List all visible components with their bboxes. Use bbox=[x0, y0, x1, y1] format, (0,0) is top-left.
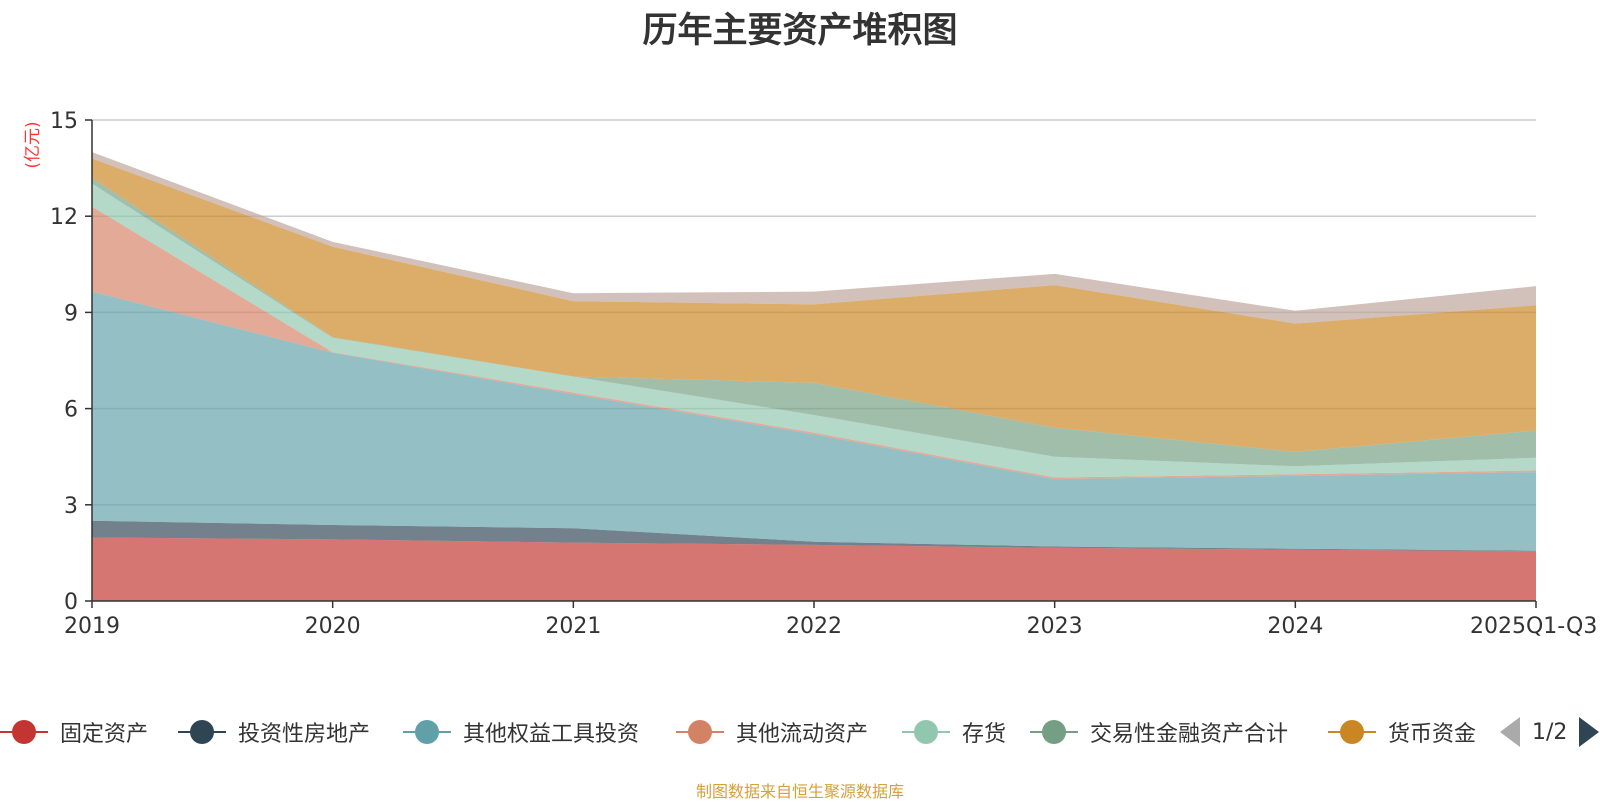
legend-label: 存货 bbox=[962, 722, 1007, 747]
y-tick-label: 12 bbox=[50, 205, 78, 230]
legend-marker-icon bbox=[178, 718, 226, 746]
x-tick-label: 2019 bbox=[64, 614, 120, 639]
y-tick-label: 15 bbox=[50, 109, 78, 134]
legend-marker-icon bbox=[1328, 718, 1376, 746]
legend-marker-icon bbox=[1030, 718, 1078, 746]
legend-label: 其他流动资产 bbox=[736, 722, 869, 747]
legend-next-page-icon[interactable] bbox=[1579, 717, 1600, 747]
legend-label: 固定资产 bbox=[60, 722, 149, 747]
legend-label: 其他权益工具投资 bbox=[463, 722, 640, 747]
x-tick-label: 2025Q1-Q3 bbox=[1470, 614, 1597, 639]
source-note: 制图数据来自恒生聚源数据库 bbox=[695, 782, 904, 801]
legend-item[interactable]: 投资性房地产 bbox=[178, 712, 370, 752]
legend-marker-icon bbox=[0, 718, 48, 746]
stacked-areas bbox=[92, 152, 1536, 601]
y-tick-label: 6 bbox=[64, 398, 78, 423]
x-tick-label: 2024 bbox=[1267, 614, 1323, 639]
legend-item[interactable]: 其他权益工具投资 bbox=[403, 712, 639, 752]
area-series-5 bbox=[92, 177, 1536, 467]
chart-title: 历年主要资产堆积图 bbox=[642, 11, 958, 51]
legend-page-indicator: 1/2 bbox=[1532, 719, 1568, 745]
y-tick-label: 0 bbox=[64, 590, 78, 615]
axes: 0 3 6 9 12 15 2019 2020 2021 2022 2023 2024 2025Q1-Q… bbox=[50, 109, 1597, 639]
legend-label: 货币资金 bbox=[1388, 722, 1477, 747]
x-tick-label: 2022 bbox=[786, 614, 842, 639]
legend-prev-page-icon[interactable] bbox=[1500, 717, 1520, 747]
legend-marker-icon bbox=[403, 718, 451, 746]
area-series-2 bbox=[92, 291, 1536, 551]
legend-item[interactable]: 交易性金融资产合计 bbox=[1030, 712, 1288, 752]
x-tick-label: 2020 bbox=[305, 614, 361, 639]
x-tick-label: 2021 bbox=[545, 614, 601, 639]
chart-area: 0 3 6 9 12 15 2019 2020 2021 2022 2023 2024 2025Q1-Q… bbox=[23, 109, 1597, 639]
area-series-4 bbox=[92, 183, 1536, 478]
legend-pager: 1/2 bbox=[1500, 712, 1600, 752]
y-axis-unit-label: (亿元) bbox=[23, 121, 43, 168]
area-series-6 bbox=[92, 158, 1536, 452]
y-tick-label: 9 bbox=[64, 301, 78, 326]
x-tick-label: 2023 bbox=[1027, 614, 1083, 639]
legend-item[interactable]: 存货 bbox=[902, 712, 1006, 752]
legend-marker-icon bbox=[902, 718, 950, 746]
legend-item[interactable]: 其他流动资产 bbox=[676, 712, 868, 752]
area-series-0 bbox=[92, 537, 1536, 601]
legend-marker-icon bbox=[676, 718, 724, 746]
legend-item[interactable]: 固定资产 bbox=[0, 712, 148, 752]
y-tick-label: 3 bbox=[64, 494, 78, 519]
area-series-1 bbox=[92, 520, 1536, 552]
area-series-7 bbox=[92, 152, 1536, 324]
legend-label: 交易性金融资产合计 bbox=[1090, 722, 1289, 747]
legend-label: 投资性房地产 bbox=[238, 722, 371, 747]
legend-item[interactable]: 货币资金 bbox=[1328, 712, 1476, 752]
legend: 固定资产 投资性房地产 其他权益工具投资 其他流动资产 存货 交易性金融资产合计 货币资金 bbox=[0, 712, 1600, 752]
